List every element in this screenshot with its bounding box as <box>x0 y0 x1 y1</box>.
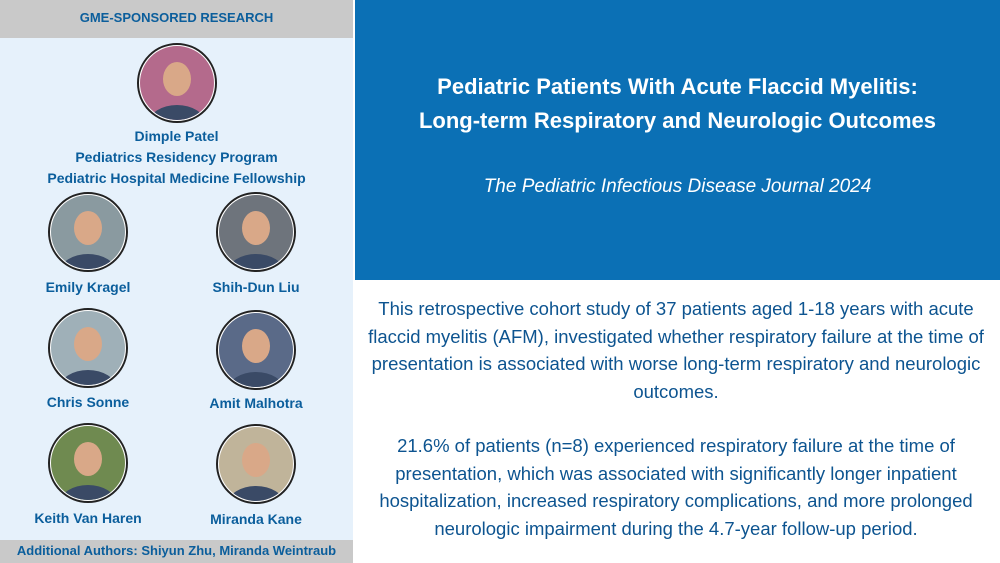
author-photo <box>48 308 128 388</box>
title-line: Long-term Respiratory and Neurologic Out… <box>418 108 937 133</box>
title-panel: Pediatric Patients With Acute Flaccid My… <box>355 0 1000 280</box>
footer: Additional Authors: Shiyun Zhu, Miranda … <box>0 540 353 563</box>
author-photo <box>48 423 128 503</box>
header: GME-SPONSORED RESEARCH <box>0 0 353 38</box>
photo-art <box>216 310 296 390</box>
author-panel: GME-SPONSORED RESEARCH Dimple Patel Pedi… <box>0 0 353 563</box>
author-name: Amit Malhotra <box>209 395 303 411</box>
lead-author: Dimple Patel Pediatrics Residency Progra… <box>0 126 353 189</box>
author-name: Emily Kragel <box>45 279 131 295</box>
author-name: Dimple Patel <box>134 128 219 144</box>
author-name: Miranda Kane <box>210 511 302 527</box>
photo-art <box>48 192 128 272</box>
author-photo <box>216 424 296 504</box>
author-name: Chris Sonne <box>46 394 130 410</box>
photo-art <box>137 43 217 123</box>
paragraph: 21.6% of patients (n=8) experienced resp… <box>379 435 973 539</box>
photo-art <box>216 192 296 272</box>
author-photo <box>216 310 296 390</box>
photo-art <box>48 423 128 503</box>
author-photo <box>216 192 296 272</box>
author-name: Keith Van Haren <box>34 510 142 526</box>
affiliation: Pediatric Hospital Medicine Fellowship <box>47 170 306 186</box>
title-line: Pediatric Patients With Acute Flaccid My… <box>437 74 918 99</box>
author-name: Shih-Dun Liu <box>212 279 300 295</box>
article-title: Pediatric Patients With Acute Flaccid My… <box>355 70 1000 138</box>
author-photo <box>48 192 128 272</box>
journal: The Pediatric Infectious Disease Journal… <box>483 176 872 197</box>
paragraph: This retrospective cohort study of 37 pa… <box>368 298 984 402</box>
photo-art <box>48 308 128 388</box>
photo-art <box>216 424 296 504</box>
summary: This retrospective cohort study of 37 pa… <box>356 295 996 563</box>
author-photo <box>137 43 217 123</box>
affiliation: Pediatrics Residency Program <box>75 149 278 165</box>
